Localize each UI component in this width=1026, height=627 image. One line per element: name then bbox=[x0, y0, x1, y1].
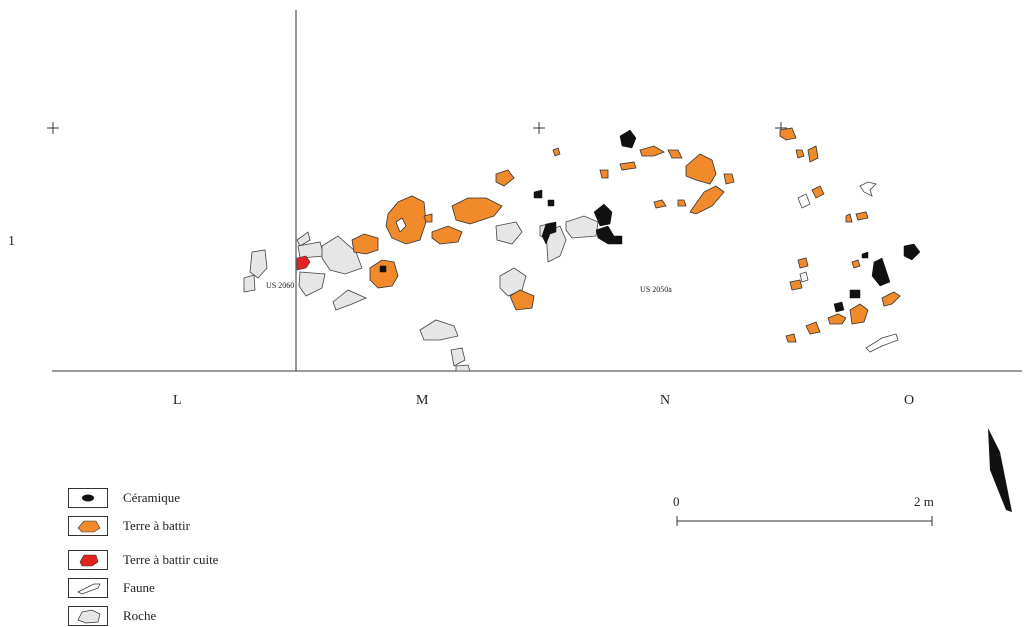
row-label: 1 bbox=[8, 234, 15, 249]
terre bbox=[855, 211, 869, 221]
terre bbox=[653, 199, 667, 209]
ceramique bbox=[533, 189, 543, 199]
unit-label-us2060: US 2060 bbox=[266, 281, 295, 290]
ceramique bbox=[903, 243, 921, 261]
grid-crosses bbox=[47, 122, 787, 134]
scale-end-label: 2 m bbox=[914, 494, 934, 509]
terre bbox=[619, 161, 637, 171]
terre bbox=[351, 233, 379, 255]
terre bbox=[881, 291, 901, 307]
bone bbox=[859, 181, 877, 197]
rock bbox=[321, 235, 363, 275]
terre-swatch-icon bbox=[68, 516, 108, 536]
ceramique bbox=[379, 265, 387, 273]
terre bbox=[779, 127, 797, 141]
terre bbox=[851, 259, 861, 269]
roche-swatch-icon bbox=[68, 606, 108, 626]
terre bbox=[807, 145, 819, 163]
rock bbox=[332, 289, 367, 311]
terre bbox=[495, 169, 515, 187]
terre bbox=[811, 185, 825, 199]
terre bbox=[639, 145, 665, 157]
terre bbox=[797, 257, 809, 269]
legend-label: Céramique bbox=[123, 490, 181, 505]
unit-label-us2050a: US 2050a bbox=[640, 285, 672, 294]
terre bbox=[451, 197, 503, 225]
column-label-n: N bbox=[660, 393, 671, 408]
legend-label: Terre à battir cuite bbox=[123, 552, 219, 567]
terre bbox=[723, 173, 735, 185]
legend-item-roche: Roche bbox=[68, 606, 308, 626]
ceramique bbox=[833, 301, 845, 313]
legend-item-ceramique: Céramique bbox=[68, 488, 308, 508]
rock bbox=[419, 319, 459, 341]
terre-cuite-swatch-icon bbox=[68, 550, 108, 570]
terre bbox=[369, 259, 399, 289]
terre bbox=[795, 149, 805, 159]
grid-lines bbox=[52, 10, 1022, 372]
ceramique bbox=[861, 251, 869, 259]
terre bbox=[827, 313, 847, 325]
terre bbox=[785, 333, 797, 343]
faune-swatch-icon bbox=[68, 578, 108, 598]
terre bbox=[677, 199, 687, 207]
grid-cross-icon bbox=[533, 122, 545, 134]
bone bbox=[797, 193, 811, 209]
rock bbox=[495, 221, 523, 245]
ceramique bbox=[541, 221, 557, 245]
ceramique bbox=[547, 199, 555, 207]
terre bbox=[805, 321, 821, 335]
terre bbox=[509, 289, 535, 311]
column-label-m: M bbox=[416, 393, 429, 408]
ceramique-features bbox=[379, 129, 921, 313]
terre bbox=[667, 149, 683, 159]
terre bbox=[789, 279, 803, 291]
column-label-o: O bbox=[904, 393, 915, 408]
rock bbox=[298, 271, 326, 297]
ceramique bbox=[593, 203, 613, 227]
terre-cuite-features bbox=[296, 255, 311, 271]
grid-cross-icon bbox=[47, 122, 59, 134]
rock bbox=[499, 267, 527, 297]
ceramique bbox=[595, 225, 623, 245]
column-label-l: L bbox=[173, 393, 182, 408]
legend-item-terre-cuite: Terre à battir cuite bbox=[68, 550, 308, 570]
north-arrow-icon bbox=[988, 428, 1012, 512]
terre bbox=[599, 169, 609, 179]
legend-label: Roche bbox=[123, 608, 157, 623]
ceramique-swatch-icon bbox=[68, 488, 108, 508]
terre bbox=[845, 213, 853, 223]
terre bbox=[685, 153, 717, 185]
scale-bar bbox=[676, 516, 933, 526]
bone bbox=[799, 271, 809, 283]
terre bbox=[552, 147, 561, 157]
legend-item-faune: Faune bbox=[68, 578, 308, 598]
roche-features bbox=[243, 215, 599, 372]
legend-label: Faune bbox=[123, 580, 155, 595]
rock bbox=[455, 364, 471, 372]
rock bbox=[545, 225, 567, 263]
ceramique bbox=[619, 129, 637, 149]
ceramique bbox=[849, 289, 861, 299]
scale-start-label: 0 bbox=[673, 494, 680, 509]
rock bbox=[249, 249, 268, 279]
legend-item-terre: Terre à battir bbox=[68, 516, 308, 536]
rock bbox=[450, 347, 466, 367]
scale-labels: 0 2 m bbox=[670, 494, 940, 534]
terre-cuite bbox=[296, 255, 311, 271]
terre bbox=[849, 303, 869, 325]
terre bbox=[385, 195, 427, 245]
bone bbox=[865, 333, 899, 353]
rock bbox=[565, 215, 599, 239]
ceramique bbox=[871, 257, 891, 287]
terre bbox=[431, 225, 463, 245]
terre-features bbox=[351, 127, 901, 343]
rock bbox=[296, 231, 311, 247]
rock bbox=[243, 274, 256, 293]
terre bbox=[689, 185, 725, 215]
legend-label: Terre à battir bbox=[123, 518, 190, 533]
terre bbox=[423, 213, 433, 223]
faune-features bbox=[797, 181, 899, 353]
